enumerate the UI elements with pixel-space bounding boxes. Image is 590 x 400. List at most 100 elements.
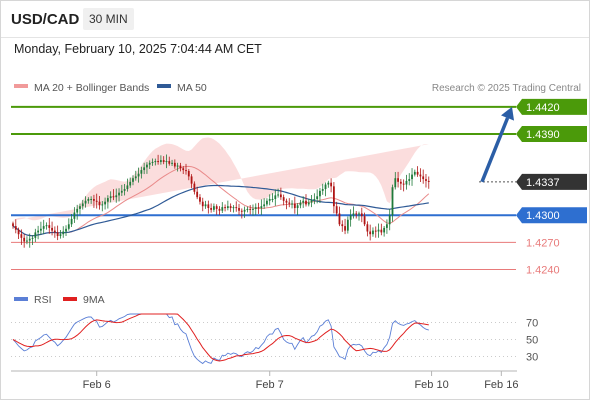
candle (422, 169, 425, 184)
candle (238, 203, 240, 215)
candle (28, 233, 31, 248)
candle-body (316, 196, 319, 199)
candle-body (207, 204, 210, 209)
candle-body (34, 232, 37, 238)
candle-body (148, 162, 151, 165)
candle-body (411, 174, 413, 180)
candle (84, 196, 87, 208)
candle (159, 155, 162, 165)
candle (218, 206, 221, 215)
ma50-legend-label: MA 50 (177, 82, 207, 94)
candle (369, 224, 372, 241)
candle-body (358, 213, 360, 215)
candle-body (56, 232, 59, 237)
candle (252, 204, 254, 216)
candle (274, 189, 277, 206)
header-bar: USD/CAD 30 MIN (1, 1, 589, 38)
x-tick-label: Feb 16 (484, 379, 518, 391)
rsi-ma9-line (12, 313, 429, 362)
candle-body (140, 170, 143, 174)
candle-body (62, 231, 65, 235)
candle (232, 205, 235, 213)
resistance-2-tag-label: 1.4420 (526, 102, 560, 114)
candle-body (159, 160, 162, 162)
candle-body (349, 215, 352, 220)
candle (416, 166, 419, 177)
rsi-legend-label: RSI (34, 294, 52, 306)
candle-body (271, 198, 274, 200)
candle (34, 228, 37, 243)
forecast-arrow-head (501, 106, 515, 121)
candle (199, 194, 201, 205)
candle (48, 217, 51, 234)
candle (101, 201, 104, 212)
candle-body (408, 179, 411, 181)
candle (45, 222, 48, 230)
candle (383, 225, 386, 237)
candle-body (240, 210, 243, 212)
x-tick-label: Feb 7 (256, 379, 284, 391)
candle-body (137, 173, 140, 177)
candle (332, 182, 335, 214)
candle-body (76, 208, 79, 213)
candle-body (416, 171, 419, 175)
candle (221, 202, 224, 214)
candle-body (126, 185, 129, 190)
candle-body (305, 200, 307, 205)
level-lines (11, 105, 516, 270)
candle (408, 173, 411, 186)
candle-body (176, 165, 179, 167)
candle (207, 200, 210, 214)
candle (20, 229, 23, 245)
candle (171, 159, 173, 167)
candle-body (399, 181, 402, 184)
candle-body (59, 234, 62, 237)
candle (288, 198, 291, 208)
candle (229, 203, 232, 212)
bollinger-band-area (13, 137, 429, 221)
candle (176, 162, 179, 172)
candle-body (67, 224, 70, 229)
candle (313, 193, 316, 205)
candle-body (366, 224, 369, 232)
candle (182, 166, 185, 174)
candle (62, 226, 65, 238)
rsi-tick-50: 50 (526, 335, 538, 347)
candle (187, 169, 190, 181)
candle-body (81, 203, 84, 207)
candle (327, 180, 330, 188)
timeframe-badge[interactable]: 30 MIN (83, 8, 134, 30)
candle-body (48, 225, 51, 228)
candle-body (201, 201, 204, 207)
candle-body (199, 197, 201, 202)
candle (148, 160, 151, 170)
candle (210, 203, 213, 213)
candle (346, 216, 349, 234)
candle-body (28, 238, 31, 241)
candle (224, 204, 226, 212)
candle (37, 225, 40, 240)
candle-body (101, 204, 104, 206)
candle (305, 194, 307, 207)
candle (109, 191, 112, 203)
candle (157, 154, 160, 165)
candle-body (238, 208, 240, 211)
candle-body (165, 161, 168, 163)
candle-body (42, 226, 45, 229)
candle-body (372, 230, 374, 235)
forecast-arrow-group (480, 106, 515, 183)
candle-body (397, 178, 399, 182)
rsi-line (12, 313, 429, 365)
currency-pair-title: USD/CAD (11, 11, 80, 28)
candle-body (291, 203, 293, 205)
candle (93, 194, 95, 208)
candle (341, 220, 344, 232)
candle-body (243, 209, 246, 212)
candle-body (20, 234, 23, 238)
candle-body (257, 207, 260, 209)
candle-body (427, 180, 430, 182)
rsi-panel: 70 50 30 (11, 313, 538, 365)
candle (427, 176, 430, 189)
candle (386, 219, 388, 234)
candle (254, 203, 257, 215)
